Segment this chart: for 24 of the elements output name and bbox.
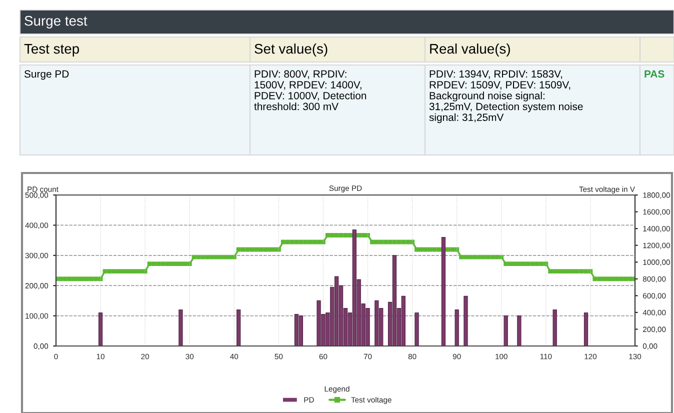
text: Real value(s) (430, 44, 510, 56)
bar (584, 312, 588, 346)
bar (504, 316, 508, 346)
bar (98, 312, 103, 346)
bar (454, 309, 459, 346)
text: Set value(s) (254, 44, 328, 56)
text: PDIV: 800V, RPDIV: 1500V, RPDEV: 1400V, PDEV: 1000V, Detection threshold: 300 mV (254, 70, 366, 110)
bar (441, 237, 446, 346)
bar (374, 300, 379, 346)
bar (464, 296, 468, 346)
text: PAS (644, 70, 664, 78)
text: PDIV: 1394V, RPDIV: 1583V, RPDEV: 1509V, PDEV: 1509V, Background noise signal: 31,25mV, Detection system noise signal: 31,25mV (429, 70, 583, 124)
bar (401, 296, 406, 346)
bar (517, 316, 522, 346)
bar (178, 309, 183, 346)
bar (414, 312, 419, 346)
text: Surge test (24, 16, 88, 28)
text: Test step (24, 44, 79, 56)
bar (236, 309, 241, 346)
bar (294, 314, 299, 346)
text: Surge PD (24, 70, 69, 80)
bar (298, 316, 304, 346)
bar (392, 255, 397, 346)
bar (552, 309, 557, 346)
